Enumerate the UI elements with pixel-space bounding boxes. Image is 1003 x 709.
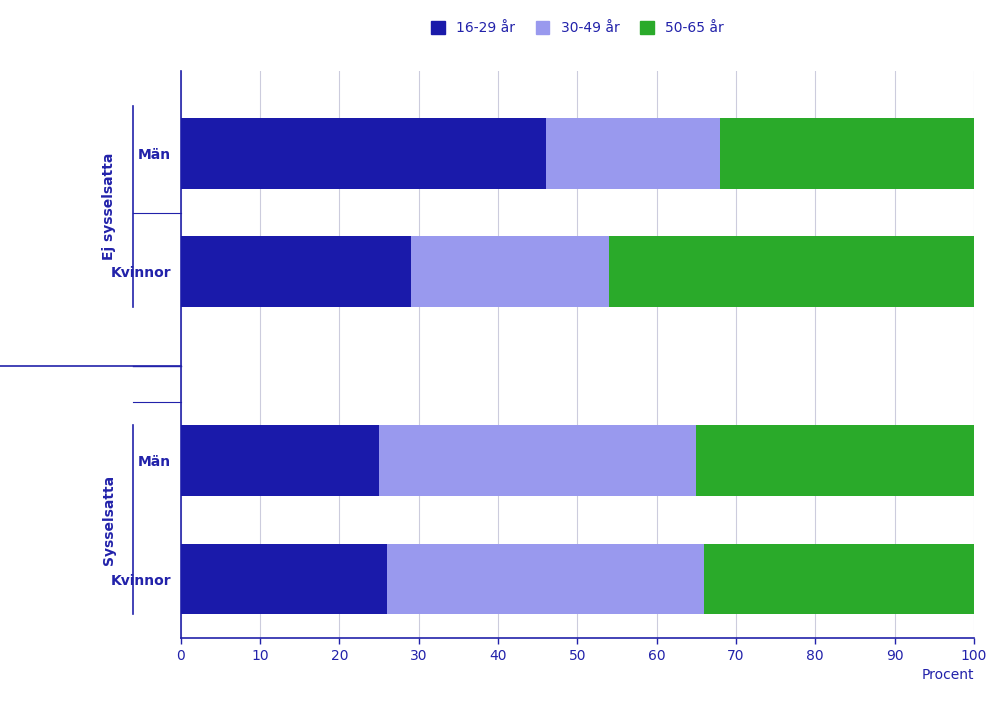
Bar	[181, 236, 410, 307]
Bar	[719, 118, 973, 189]
Bar	[703, 544, 973, 615]
Bar	[181, 118, 545, 189]
Bar	[379, 425, 696, 496]
Bar	[181, 544, 386, 615]
Bar	[696, 425, 973, 496]
Bar	[545, 118, 719, 189]
Text: Sysselsatta: Sysselsatta	[102, 475, 116, 565]
Bar	[386, 544, 703, 615]
Text: Ej sysselsatta: Ej sysselsatta	[102, 153, 116, 260]
Bar	[609, 236, 973, 307]
X-axis label: Procent: Procent	[921, 668, 973, 682]
Bar	[410, 236, 609, 307]
Legend: 16-29 år, 30-49 år, 50-65 år: 16-29 år, 30-49 år, 50-65 år	[430, 21, 723, 35]
Bar	[181, 425, 379, 496]
